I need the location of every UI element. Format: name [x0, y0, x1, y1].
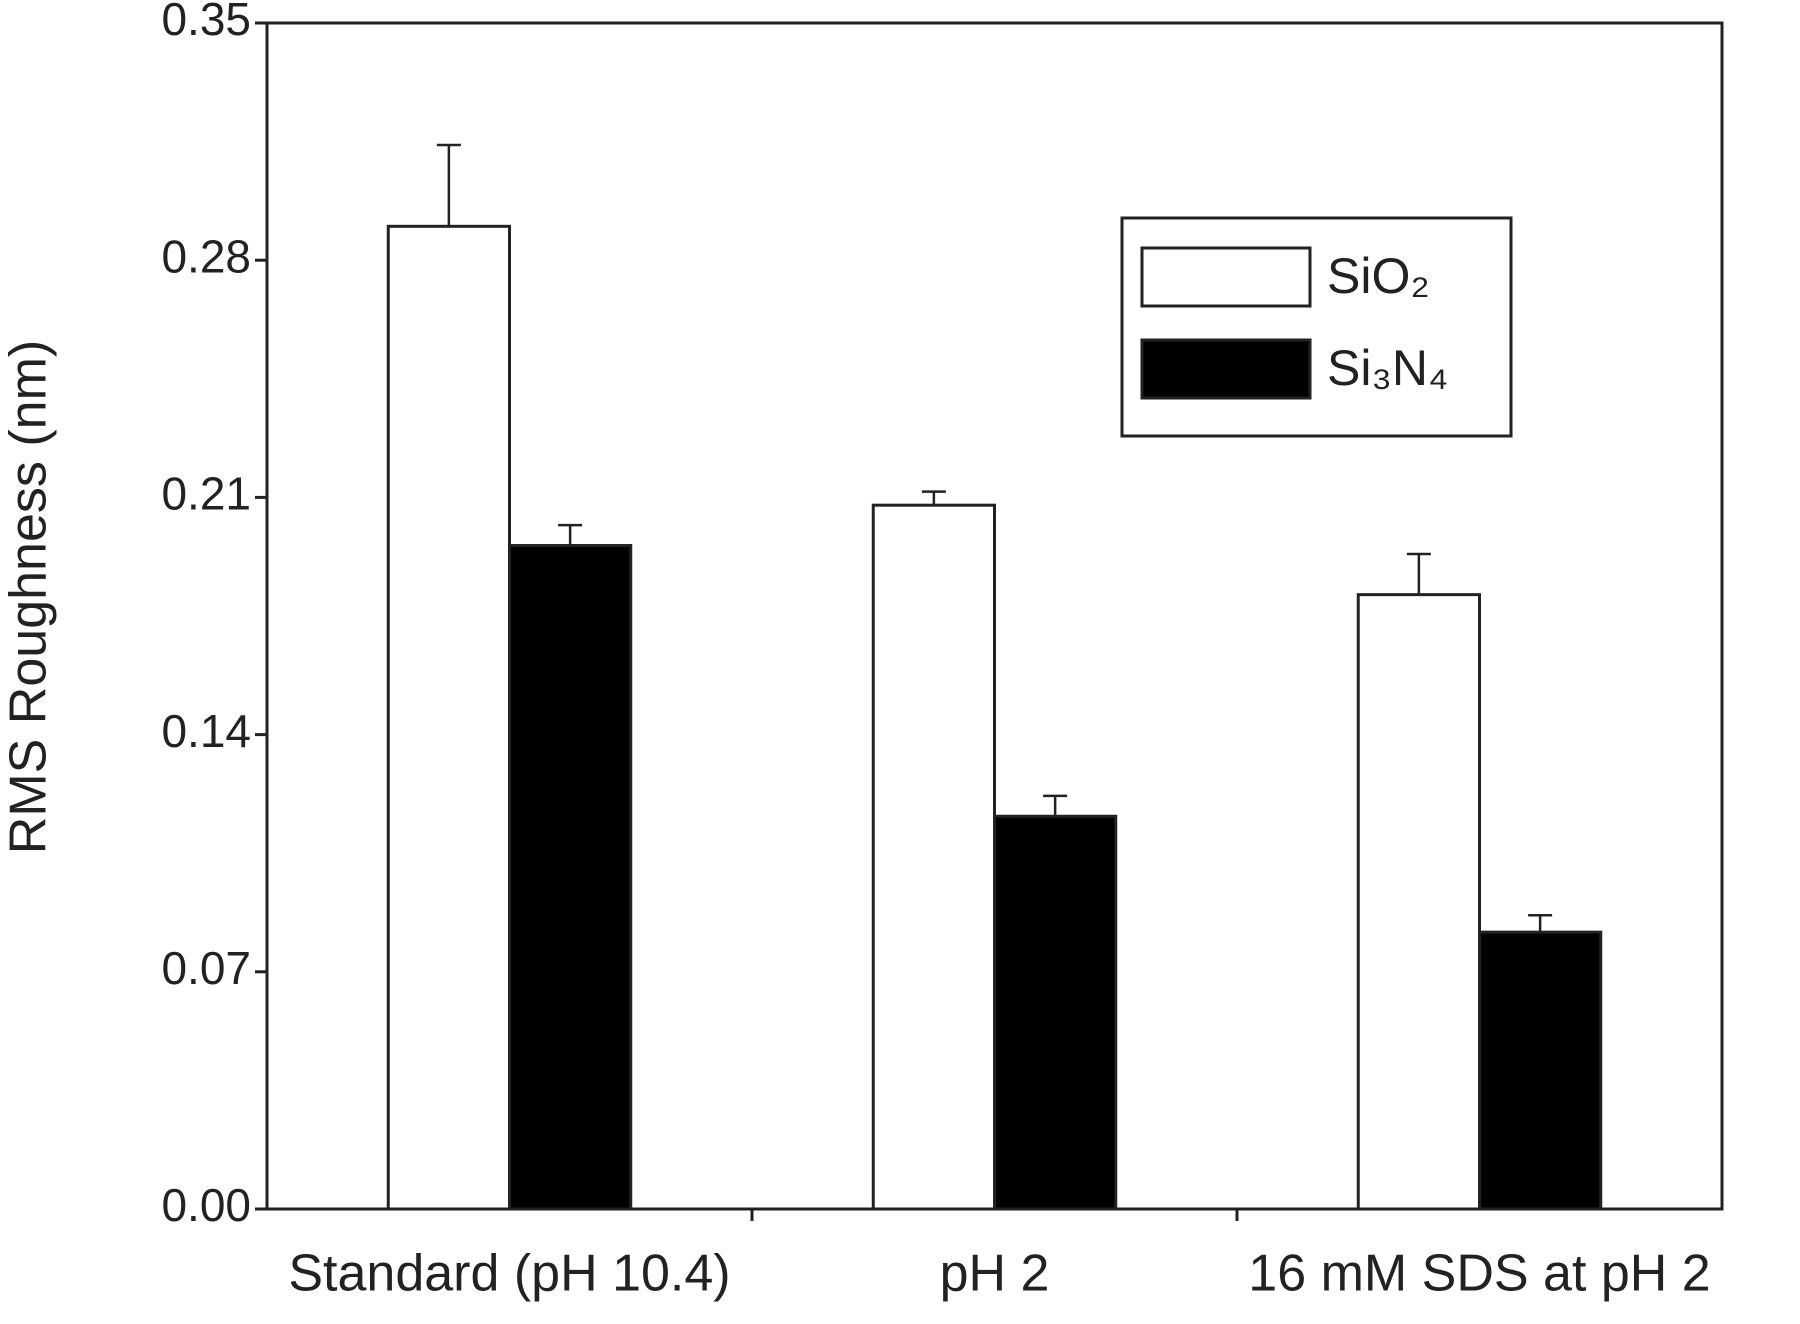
legend-swatch: [1140, 246, 1312, 308]
bar: [1478, 930, 1603, 1211]
y-tick-label: 0.35: [161, 0, 251, 45]
bar: [1356, 593, 1481, 1211]
bar: [508, 544, 633, 1211]
y-tick-label: 0.28: [161, 230, 251, 282]
y-tick-label: 0.14: [161, 705, 251, 757]
x-tick-label: Standard (pH 10.4): [288, 1245, 730, 1303]
y-axis-label: RMS Roughness (nm): [0, 340, 58, 854]
bar: [993, 814, 1118, 1211]
legend-label: Si₃N₄: [1327, 340, 1448, 396]
x-tick-label: pH 2: [940, 1245, 1050, 1303]
legend-swatch: [1140, 338, 1312, 400]
y-tick-label: 0.07: [161, 942, 251, 994]
y-tick-label: 0.00: [161, 1179, 251, 1231]
x-tick-label: 16 mM SDS at pH 2: [1248, 1245, 1710, 1303]
bar: [386, 224, 511, 1211]
y-tick-label: 0.21: [161, 468, 251, 520]
bar: [871, 503, 996, 1211]
legend-label: SiO₂: [1327, 248, 1430, 304]
plot-frame: [265, 21, 1724, 1211]
